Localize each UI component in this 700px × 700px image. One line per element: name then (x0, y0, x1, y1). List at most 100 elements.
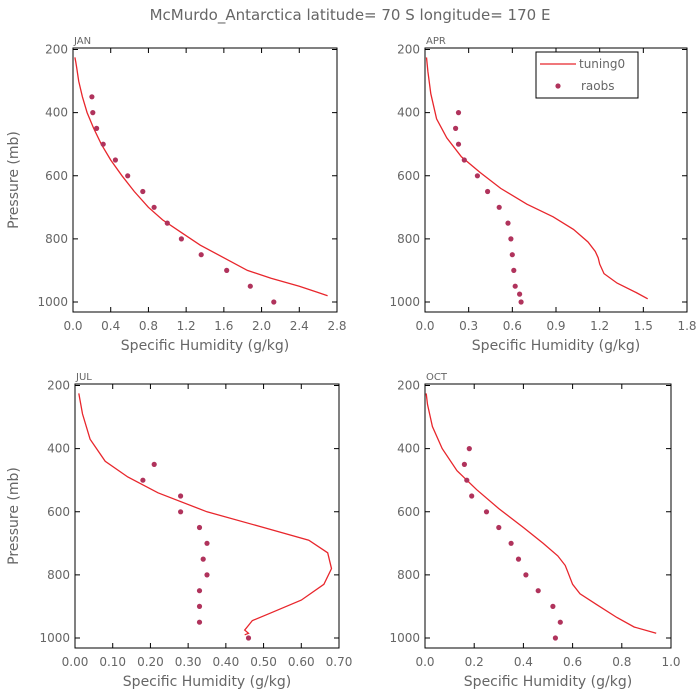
data-point-raobs (200, 556, 206, 562)
data-point-raobs (508, 540, 514, 546)
data-point-raobs (509, 252, 515, 258)
data-point-raobs (517, 291, 523, 297)
x-tick-label: 0.70 (326, 655, 353, 669)
data-point-raobs (552, 635, 559, 641)
x-tick-label: 0.00 (62, 655, 89, 669)
data-point-raobs (196, 603, 203, 610)
panel-jul: JUL 0.00 0.10 0.20 0.30 0.40 0.50 0.60 0.70 200 40… (6, 372, 352, 690)
panel-oct: OCT 0.0 0.2 0.4 0.6 0.8 1.0 200 400 600 800 1000 Spe… (389, 372, 680, 690)
x-tick-label: 0.0 (415, 655, 434, 669)
legend-label-obs: raobs (581, 79, 615, 93)
data-point-raobs (518, 299, 524, 305)
y-tick-label: 800 (397, 568, 420, 582)
y-tick-label: 400 (47, 442, 70, 456)
x-tick-label: 0.60 (288, 655, 315, 669)
data-point-raobs (461, 461, 467, 467)
x-tick-label: 2.8 (327, 319, 346, 333)
data-point-raobs (125, 173, 131, 179)
y-tick-label: 400 (397, 442, 420, 456)
data-point-raobs (100, 141, 106, 147)
x-tick-label: 0.2 (465, 655, 484, 669)
x-tick-label: 0.10 (99, 655, 126, 669)
data-point-raobs (508, 236, 514, 242)
y-tick-label: 200 (45, 43, 68, 57)
data-point-raobs (178, 493, 184, 499)
series-line-tuning0 (78, 393, 333, 636)
x-tick-label: 2.0 (252, 319, 271, 333)
x-tick-label: 0.8 (612, 655, 631, 669)
data-point-raobs (461, 157, 467, 163)
x-tick-label: 0.50 (250, 655, 277, 669)
data-point-raobs (151, 461, 157, 467)
data-point-raobs (483, 509, 490, 515)
data-point-raobs (196, 588, 203, 594)
x-axis-label: Specific Humidity (g/kg) (121, 338, 289, 354)
data-point-raobs (550, 603, 556, 610)
data-point-raobs (204, 540, 210, 546)
x-tick-label: 1.2 (590, 319, 609, 333)
data-point-raobs (89, 94, 95, 100)
x-tick-label: 0.8 (139, 319, 158, 333)
x-tick-label: 1.5 (634, 319, 653, 333)
y-tick-label: 1000 (389, 295, 420, 309)
legend-box (535, 51, 639, 99)
x-tick-label: 2.4 (290, 319, 309, 333)
data-point-raobs (94, 125, 100, 131)
legend-label-model: tuning0 (579, 57, 625, 71)
y-tick-label: 600 (397, 169, 420, 183)
y-tick-label: 800 (45, 232, 68, 246)
y-tick-label: 1000 (37, 295, 68, 309)
panel-label: APR (426, 36, 446, 47)
legend: tuning0 raobs (535, 51, 639, 99)
y-tick-label: 1000 (389, 631, 420, 645)
panels: JAN 0.0 0.4 0.8 1.2 1.6 2.0 2.4 2.8 200 400 600 800 1… (6, 36, 697, 690)
panel-label: OCT (426, 372, 448, 383)
plot-frame (74, 383, 340, 649)
y-axis-label: Pressure (mb) (6, 131, 22, 229)
data-point-raobs (271, 299, 277, 305)
x-tick-label: 0.0 (415, 319, 434, 333)
data-point-raobs (557, 619, 563, 625)
x-tick-label: 0.9 (546, 319, 565, 333)
data-point-raobs (178, 236, 184, 242)
data-point-raobs (474, 173, 480, 179)
data-point-raobs (485, 188, 491, 195)
x-tick-label: 1.2 (177, 319, 196, 333)
data-point-raobs (453, 125, 459, 131)
data-point-raobs (178, 509, 184, 515)
data-point-raobs (140, 477, 146, 483)
data-point-raobs (164, 220, 170, 226)
x-tick-label: 0.4 (514, 655, 533, 669)
panel-label: JUL (75, 372, 92, 383)
data-point-raobs (196, 619, 203, 625)
plot-frame (424, 383, 672, 649)
data-point-raobs (515, 556, 522, 562)
y-tick-label: 800 (47, 568, 70, 582)
series-line-tuning0 (425, 393, 657, 634)
y-axis-label: Pressure (mb) (6, 467, 22, 565)
legend-point-swatch (555, 83, 561, 89)
panel-jan: JAN 0.0 0.4 0.8 1.2 1.6 2.0 2.4 2.8 200 400 600 800 1… (6, 36, 347, 354)
data-point-raobs (112, 157, 118, 163)
x-tick-label: 1.0 (661, 655, 680, 669)
figure-title: McMurdo_Antarctica latitude= 70 S longit… (150, 6, 551, 25)
data-point-raobs (512, 283, 518, 289)
panel-label: JAN (73, 36, 91, 47)
x-tick-label: 0.3 (459, 319, 478, 333)
data-point-raobs (464, 477, 470, 483)
data-point-raobs (196, 524, 203, 531)
data-point-raobs (90, 110, 96, 116)
data-point-raobs (505, 220, 511, 226)
x-tick-label: 1.8 (677, 319, 696, 333)
y-tick-label: 1000 (39, 631, 70, 645)
y-tick-label: 200 (397, 379, 420, 393)
data-point-raobs (523, 572, 529, 578)
data-point-raobs (224, 267, 230, 273)
data-point-raobs (535, 588, 541, 594)
x-tick-label: 0.6 (503, 319, 522, 333)
data-point-raobs (496, 524, 502, 531)
x-tick-label: 1.6 (214, 319, 233, 333)
x-axis-label: Specific Humidity (g/kg) (464, 674, 632, 690)
y-tick-label: 400 (397, 106, 420, 120)
